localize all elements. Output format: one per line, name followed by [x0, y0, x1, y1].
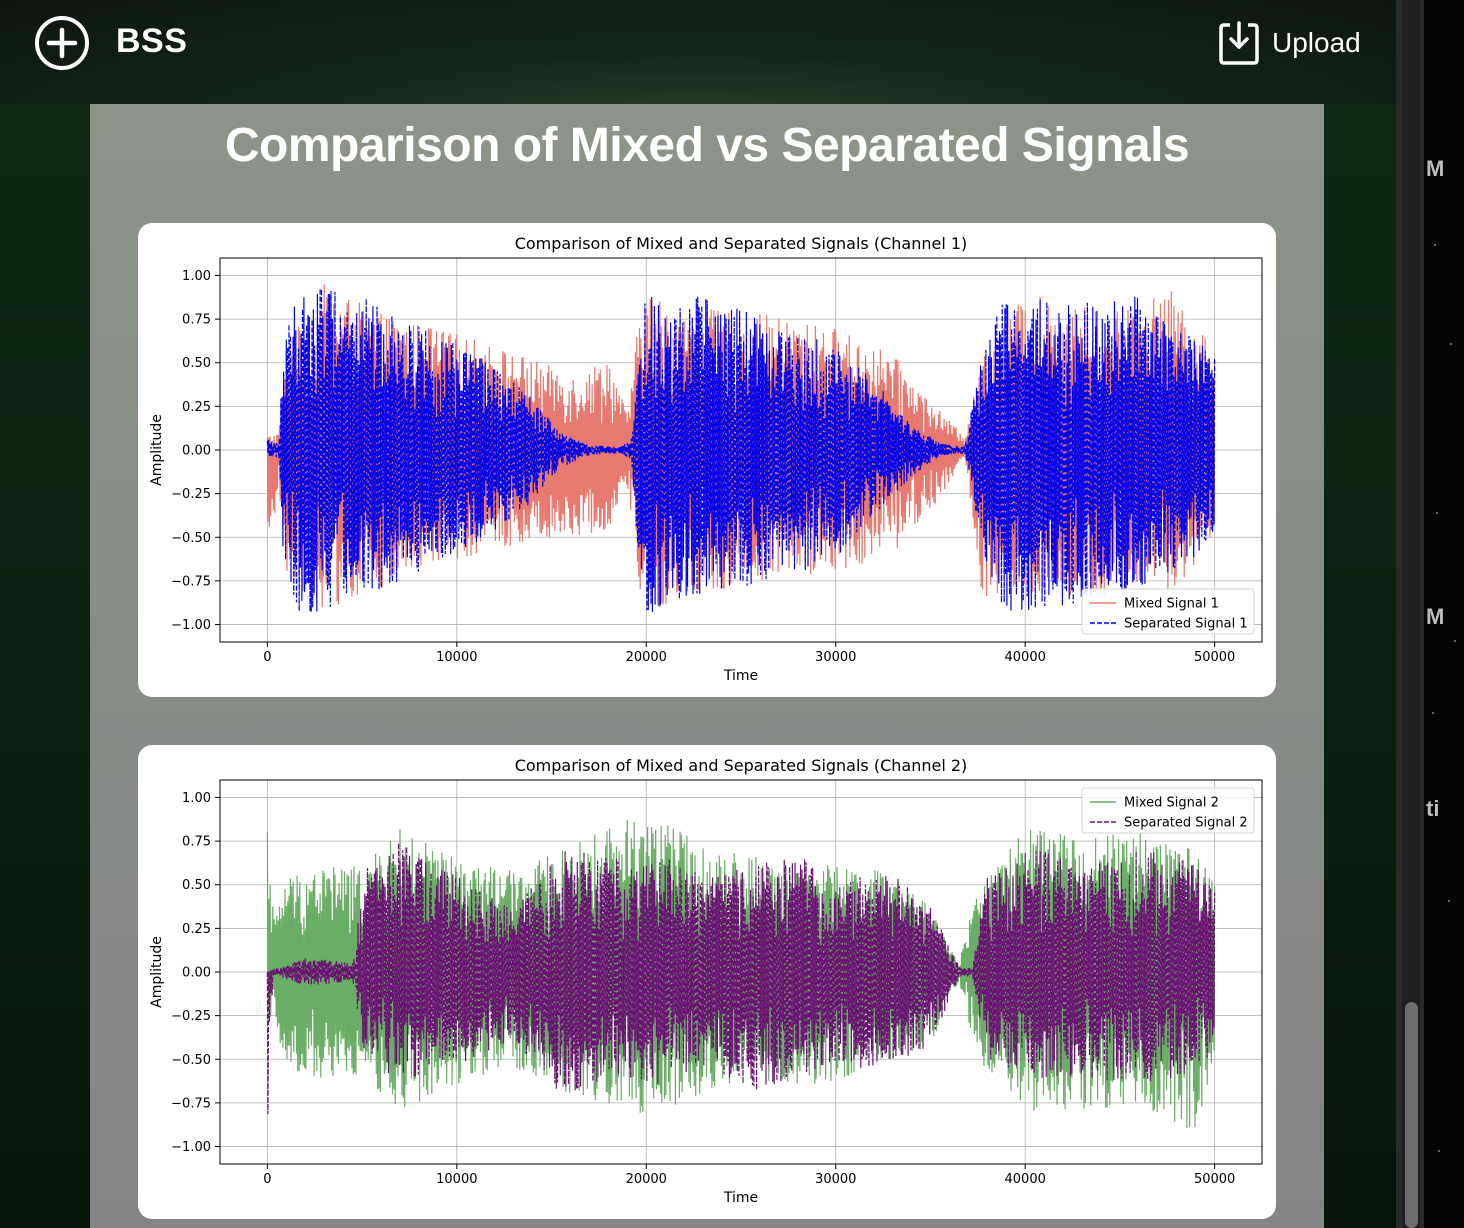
x-tick-label: 50000 [1194, 650, 1235, 665]
background-text: M [1426, 604, 1445, 629]
chart-title: Comparison of Mixed and Separated Signal… [515, 756, 968, 775]
upload-button[interactable]: Upload [1218, 20, 1361, 66]
chart-card-channel-2: Comparison of Mixed and Separated Signal… [138, 745, 1276, 1219]
y-tick-label: 0.00 [182, 444, 211, 459]
x-tick-label: 30000 [815, 1172, 856, 1187]
y-tick-label: 1.00 [182, 791, 211, 806]
x-tick-label: 30000 [815, 650, 856, 665]
x-tick-label: 10000 [436, 650, 477, 665]
x-tick-label: 0 [263, 650, 271, 665]
y-tick-label: −1.00 [171, 1140, 211, 1155]
page-title: Comparison of Mixed vs Separated Signals [224, 119, 1190, 172]
y-tick-label: 0.50 [182, 356, 211, 371]
x-tick-label: 20000 [626, 650, 667, 665]
legend-entry: Mixed Signal 2 [1124, 796, 1219, 811]
y-tick-label: −0.75 [171, 1096, 211, 1111]
x-tick-label: 40000 [1005, 1172, 1046, 1187]
chart-channel-1: Comparison of Mixed and Separated Signal… [149, 234, 1263, 684]
y-tick-label: −0.25 [171, 487, 211, 502]
plus-circle-icon [35, 16, 89, 70]
legend-box [1081, 588, 1255, 635]
y-tick-label: 0.50 [182, 878, 211, 893]
legend: Mixed Signal 2 Separated Signal 2 [1081, 787, 1255, 834]
y-tick-label: 0.00 [182, 966, 211, 981]
x-tick-label: 10000 [436, 1172, 477, 1187]
legend-entry: Separated Signal 2 [1124, 816, 1248, 831]
legend-box [1081, 787, 1255, 834]
top-bar: BSS Upload [0, 0, 1396, 104]
legend-entry: Mixed Signal 1 [1124, 597, 1219, 612]
y-tick-label: −1.00 [171, 618, 211, 633]
y-axis-label: Amplitude [149, 936, 165, 1008]
app-window: BSS Upload Comparison of Mixed vs Separa… [0, 0, 1396, 1228]
results-panel: Comparison of Mixed vs Separated Signals… [90, 104, 1324, 1228]
y-tick-label: −0.75 [171, 574, 211, 589]
download-box-icon [1219, 21, 1259, 65]
x-axis-label: Time [723, 1190, 758, 1206]
add-button[interactable] [34, 15, 90, 71]
plot-frame [219, 257, 1263, 643]
y-tick-label: −0.50 [171, 531, 211, 546]
scrollbar-track[interactable] [1402, 0, 1420, 1228]
chart-card-channel-1: Comparison of Mixed and Separated Signal… [138, 223, 1276, 697]
y-tick-label: 0.75 [182, 313, 211, 328]
upload-label: Upload [1272, 27, 1361, 58]
plot-frame [219, 779, 1263, 1165]
legend: Mixed Signal 1 Separated Signal 1 [1081, 588, 1255, 635]
chart-title: Comparison of Mixed and Separated Signal… [515, 234, 968, 253]
chart-channel-2: Comparison of Mixed and Separated Signal… [149, 756, 1263, 1206]
y-tick-label: 0.25 [182, 400, 211, 415]
y-tick-label: −0.25 [171, 1009, 211, 1024]
series-line [266, 288, 1216, 612]
x-tick-label: 20000 [626, 1172, 667, 1187]
series-line [266, 842, 1216, 1115]
x-tick-label: 0 [263, 1172, 271, 1187]
brand-title: BSS [116, 22, 188, 60]
y-tick-label: −0.50 [171, 1053, 211, 1068]
background-text: ti [1426, 796, 1440, 821]
y-axis-label: Amplitude [149, 414, 165, 486]
y-tick-label: 1.00 [182, 269, 211, 284]
background-text: M [1426, 156, 1445, 181]
x-axis-label: Time [723, 668, 758, 684]
background-window: M M ti [1424, 0, 1464, 1228]
y-tick-label: 0.75 [182, 835, 211, 850]
x-tick-label: 50000 [1194, 1172, 1235, 1187]
x-tick-label: 40000 [1005, 650, 1046, 665]
y-tick-label: 0.25 [182, 922, 211, 937]
legend-entry: Separated Signal 1 [1124, 617, 1248, 632]
scrollbar-thumb[interactable] [1405, 1002, 1418, 1228]
